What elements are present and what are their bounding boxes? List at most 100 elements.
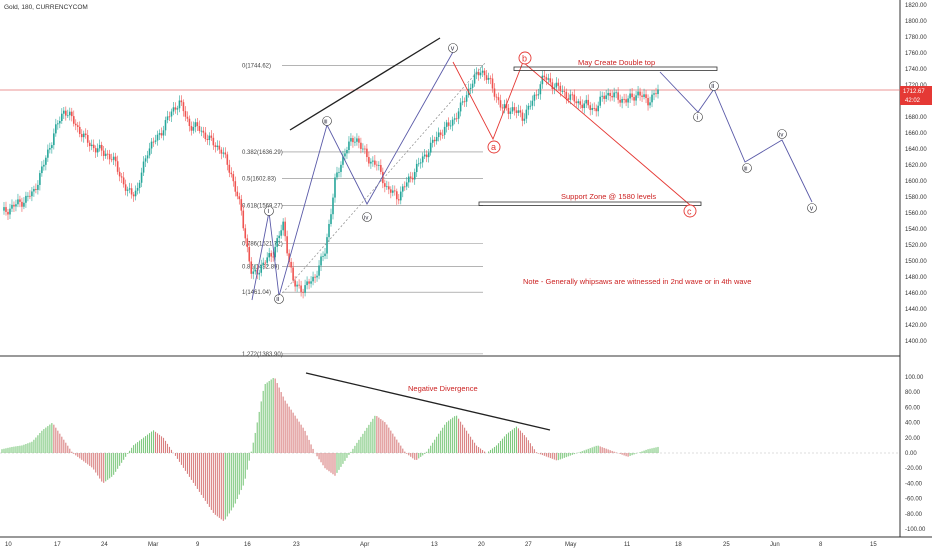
divergence-label: Negative Divergence <box>408 384 478 393</box>
candle-body <box>35 189 37 190</box>
candle-body <box>94 148 97 153</box>
candle-body <box>543 75 546 78</box>
projection-path[interactable] <box>659 71 813 203</box>
candle-body <box>421 156 424 163</box>
candle-body <box>308 281 310 284</box>
candle-body <box>563 90 566 92</box>
candle-body <box>162 130 165 136</box>
candle-body <box>629 93 631 99</box>
osc-tick-label: 60.00 <box>905 405 921 411</box>
candle-body <box>74 123 77 126</box>
future-wave-ii-label: ii <box>711 83 715 90</box>
candle-body <box>320 256 322 266</box>
candle-body <box>212 137 215 146</box>
trendline-divergence[interactable] <box>305 372 551 431</box>
candle-body <box>597 105 599 112</box>
candle-body <box>605 95 607 99</box>
candle-body <box>47 149 49 158</box>
candle-body <box>571 94 574 96</box>
wave-ii-label: ii <box>276 296 280 303</box>
candle-body <box>218 145 221 150</box>
candle-body <box>651 94 653 103</box>
candle-body <box>423 154 426 157</box>
candle-body <box>639 91 641 96</box>
time-tick-label: 9 <box>196 542 200 548</box>
oscillator-axis[interactable]: 100.00 80.00 60.00 40.00 20.00 0.00 -20.00 -40.… <box>905 375 926 533</box>
candle-body <box>144 158 147 162</box>
wave-a-label: a <box>491 142 496 152</box>
candle-body <box>168 116 171 118</box>
candle-body <box>160 133 163 136</box>
candle-body <box>228 164 231 173</box>
wave-i-label: i <box>268 208 270 215</box>
candle-body <box>194 122 197 128</box>
candle-body <box>76 125 79 127</box>
candle-body <box>362 148 364 150</box>
candle-body <box>531 100 534 106</box>
candle-body <box>513 107 516 111</box>
candle-body <box>274 246 276 258</box>
candle-body <box>565 91 568 99</box>
candle-body <box>439 132 442 135</box>
candle-body <box>306 281 308 286</box>
candle-body <box>364 148 366 150</box>
candle-body <box>645 94 647 99</box>
candle-body <box>633 97 635 101</box>
impulse-wave-path[interactable] <box>251 51 454 301</box>
candle-body <box>537 94 540 96</box>
candle-body <box>33 189 35 192</box>
candle-body <box>49 148 51 150</box>
time-tick-label: Jun <box>770 542 780 548</box>
candle-body <box>491 78 494 89</box>
candle-body <box>507 107 510 114</box>
price-label-value: 1712.67 <box>903 89 925 95</box>
double-top-zone[interactable] <box>513 66 718 71</box>
candle-body <box>356 138 358 142</box>
candle-body <box>248 247 251 262</box>
fib-level-label: 0.382(1636.29) <box>242 150 283 156</box>
candle-body <box>246 238 249 248</box>
trendline-upper[interactable] <box>289 37 441 131</box>
wave-a-marker <box>487 140 501 154</box>
candle-body <box>330 214 332 224</box>
time-tick-label: Mar <box>148 542 158 548</box>
candle-body <box>188 118 191 127</box>
candle-body <box>551 82 554 90</box>
candle-body <box>427 152 430 158</box>
support-zone[interactable] <box>478 201 702 206</box>
candle-body <box>579 101 582 105</box>
candle-body <box>23 202 25 207</box>
candle-body <box>222 152 225 154</box>
correction-abc-path[interactable] <box>452 61 691 206</box>
future-wave-i-label: i <box>697 115 699 122</box>
candle-body <box>523 118 526 121</box>
candle-body <box>601 95 603 97</box>
candle-body <box>619 99 621 103</box>
candle-body <box>25 195 27 203</box>
candle-body <box>216 145 219 148</box>
price-tick-label: 1500.00 <box>905 259 927 265</box>
candle-body <box>21 201 23 207</box>
candle-body <box>603 95 605 99</box>
candle-body <box>322 256 324 257</box>
candle-body <box>348 141 350 151</box>
candle-body <box>499 100 502 108</box>
candle-body <box>615 92 617 94</box>
candle-body <box>344 153 346 157</box>
candle-body <box>431 139 434 143</box>
price-tick-label: 1640.00 <box>905 147 927 153</box>
candle-body <box>485 75 488 80</box>
candle-body <box>172 107 175 112</box>
candle-body <box>621 98 623 103</box>
candle-body <box>138 182 141 188</box>
candle-body <box>463 101 466 103</box>
candle-body <box>11 204 13 209</box>
candle-body <box>9 208 11 215</box>
candle-body <box>411 177 414 180</box>
time-axis[interactable]: 10 17 24 Mar 9 16 23 Apr 13 20 27 May 11 18 25 Jun 8 15 <box>5 542 877 548</box>
future-wave-v-label: v <box>810 206 814 213</box>
candle-body <box>613 92 615 98</box>
candle-body <box>302 291 304 293</box>
candle-body <box>198 126 201 131</box>
